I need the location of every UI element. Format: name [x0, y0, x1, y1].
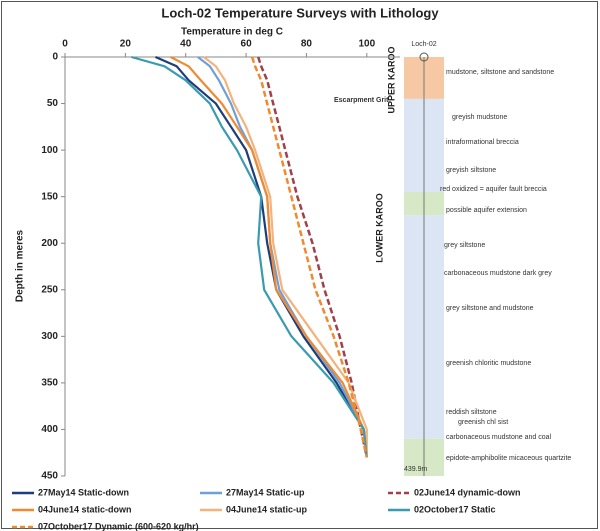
lithology-label: carbonaceous mudstone and coal [446, 434, 552, 441]
legend-label: 02October17 Static [414, 504, 496, 514]
lithology-label: carbonaceous mudstone dark grey [444, 270, 552, 277]
y-tick-label: 100 [41, 145, 58, 156]
lithology-label: possible aquifer extension [446, 207, 527, 214]
x-tick-label: 40 [180, 39, 192, 50]
series-line [250, 56, 369, 458]
x-tick-label: 20 [120, 39, 132, 50]
lithology-label: greyish mudstone [452, 114, 507, 121]
lithology-label: red oxidized = aquifer fault breccia [440, 186, 547, 193]
lithology-label: grey siltstone and mudstone [446, 305, 534, 312]
lithology-label: intraformational breccia [446, 139, 519, 146]
y-tick-label: 200 [41, 238, 58, 249]
lithology-column: Loch-02 mudstone, siltstone and sandstone… [334, 41, 571, 476]
series-line [203, 56, 368, 458]
lithology-label: greenish chl sist [458, 419, 508, 426]
legend-label: 04June14 static-up [226, 504, 308, 514]
x-tick-label: 100 [358, 39, 375, 50]
lithology-label: Escarpment Grit [334, 97, 389, 104]
series-line [257, 56, 369, 458]
plot-area: 0 20 40 60 80 100 0 50 100 150 200 250 300 350 400 450 [41, 39, 400, 482]
well-name: Loch-02 [411, 41, 436, 48]
lithology-label: mudstone, siltstone and sandstone [446, 69, 554, 76]
group-label: UPPER KAROO [386, 46, 396, 113]
y-tick-label: 300 [41, 331, 58, 342]
y-tick-label: 50 [47, 98, 59, 109]
lithology-label: epidote-amphibolite micaceous quartzite [446, 455, 571, 462]
series-line [131, 55, 368, 458]
y-tick-label: 150 [41, 191, 58, 202]
group-label: LOWER KAROO [374, 193, 384, 263]
y-tick-label: 350 [41, 378, 58, 389]
lithology-label: greyish siltstone [446, 167, 496, 174]
y-tick-label: 0 [52, 52, 58, 63]
x-tick-label: 60 [241, 39, 253, 50]
y-axis-label: Depth in meres [15, 229, 26, 302]
legend-label: 07October17 Dynamic (600-620 kg/hr) [38, 521, 199, 531]
lithology-label: grey siltstone [444, 242, 485, 249]
legend-label: 27May14 Static-down [38, 487, 129, 497]
series-line [170, 56, 368, 458]
series-line [155, 55, 368, 458]
series-line [197, 56, 368, 458]
y-tick-label: 450 [41, 471, 58, 482]
x-tick-label: 0 [62, 39, 68, 50]
chart-title: Loch-02 Temperature Surveys with Litholo… [161, 5, 439, 20]
lithology-label: reddish siltstone [446, 409, 497, 416]
legend-label: 04June14 static-down [38, 504, 132, 514]
x-tick-label: 80 [301, 39, 313, 50]
lithology-label: greenish chloritic mudstone [446, 360, 531, 367]
legend: 27May14 Static-down 27May14 Static-up 02Ju… [12, 487, 521, 531]
y-tick-label: 250 [41, 284, 58, 295]
y-tick-label: 400 [41, 424, 58, 435]
well-head [419, 52, 429, 62]
lithology-label: 439.9m [404, 466, 428, 473]
x-axis-label: Temperature in deg C [181, 27, 283, 38]
legend-label: 02June14 dynamic-down [414, 487, 521, 497]
legend-label: 27May14 Static-up [226, 487, 305, 497]
